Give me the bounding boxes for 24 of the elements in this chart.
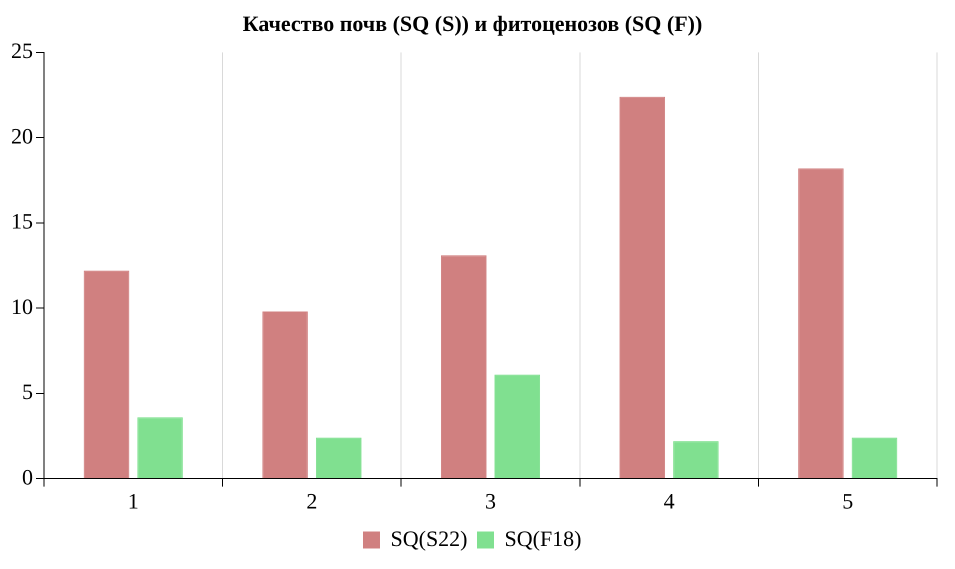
legend-label: SQ(S22) [390,526,468,551]
bar [673,441,719,478]
chart-title: Качество почв (SQ (S)) и фитоценозов (SQ (F)) [242,10,702,36]
x-tick-label: 2 [306,488,318,514]
bar [620,96,666,478]
x-tick-label: 5 [842,488,854,514]
x-tick-label: 3 [485,488,496,514]
x-tick-label: 1 [128,488,139,514]
y-tick-label: 5 [22,379,33,404]
bar [137,417,183,478]
bar [316,438,362,478]
y-tick-label: 25 [11,38,33,64]
bar [852,438,898,478]
bar [84,270,130,478]
legend-label: SQ(F18) [504,526,582,551]
x-tick-label: 4 [664,488,675,514]
y-tick-label: 15 [11,208,33,234]
y-tick-label: 10 [11,294,33,319]
bar [262,312,308,478]
y-tick-label: 20 [11,123,33,148]
bar [440,255,486,478]
bar [494,374,540,478]
bar [798,168,844,478]
y-tick-label: 0 [22,464,33,490]
